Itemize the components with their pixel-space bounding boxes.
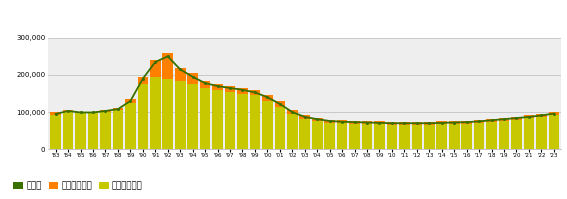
Bar <box>225 92 235 149</box>
Bar <box>412 125 422 149</box>
Bar <box>287 114 298 149</box>
Bar <box>237 94 248 149</box>
Bar <box>63 112 73 149</box>
Bar <box>187 84 198 149</box>
Bar <box>399 122 410 149</box>
Bar <box>362 124 373 149</box>
Bar <box>274 106 285 149</box>
Bar <box>536 114 547 149</box>
Bar <box>274 101 285 149</box>
Bar <box>312 121 323 149</box>
Bar <box>187 73 198 149</box>
Text: 1983年[昭和58年]〜: 1983年[昭和58年]〜 <box>397 13 471 23</box>
Bar <box>437 121 447 149</box>
Bar <box>125 99 136 149</box>
Bar <box>299 115 310 149</box>
Text: 加古川市の地価推移グラフ: 加古川市の地価推移グラフ <box>9 11 104 24</box>
Bar <box>374 121 385 149</box>
Bar <box>200 88 210 149</box>
Bar <box>511 117 522 149</box>
Bar <box>262 101 273 149</box>
Bar <box>63 110 73 149</box>
Bar <box>249 90 260 149</box>
Bar <box>113 108 123 149</box>
Bar <box>125 103 136 149</box>
Bar <box>412 122 422 149</box>
Bar <box>249 95 260 149</box>
Bar <box>474 120 484 149</box>
Bar <box>237 88 248 149</box>
Bar <box>113 110 123 149</box>
Bar <box>536 117 547 149</box>
Bar <box>437 124 447 149</box>
Text: ▼ 数値データ: ▼ 数値データ <box>473 171 510 180</box>
Bar <box>50 115 61 149</box>
Bar <box>524 115 534 149</box>
Bar <box>486 122 497 149</box>
Bar <box>150 60 160 149</box>
Bar <box>462 121 472 149</box>
Bar <box>212 84 223 149</box>
Bar <box>100 112 111 149</box>
Bar <box>349 121 360 149</box>
Bar <box>212 90 223 149</box>
Bar <box>175 67 185 149</box>
Bar <box>299 119 310 149</box>
Bar <box>262 95 273 149</box>
Bar <box>499 118 509 149</box>
Bar <box>75 113 86 149</box>
Bar <box>486 119 497 149</box>
Bar <box>424 125 434 149</box>
Bar <box>50 112 61 149</box>
Bar <box>424 122 434 149</box>
Bar <box>88 112 98 149</box>
Bar <box>100 110 111 149</box>
Bar <box>387 122 397 149</box>
Bar <box>548 115 559 149</box>
Bar <box>462 124 472 149</box>
Bar <box>449 121 459 149</box>
Bar <box>150 77 160 149</box>
Bar <box>163 79 173 149</box>
Bar <box>324 123 335 149</box>
Bar <box>511 120 522 149</box>
Bar <box>337 120 348 149</box>
Bar <box>200 81 210 149</box>
Bar <box>349 124 360 149</box>
Bar <box>75 112 86 149</box>
Legend: 総平均, 公示地価平均, 基準地価平均: 総平均, 公示地価平均, 基準地価平均 <box>10 178 146 194</box>
Bar <box>362 121 373 149</box>
Bar <box>524 118 534 149</box>
Bar <box>138 84 148 149</box>
Bar <box>499 121 509 149</box>
Bar <box>474 123 484 149</box>
Bar <box>399 125 410 149</box>
Bar <box>387 125 397 149</box>
Bar <box>138 77 148 149</box>
Bar <box>374 124 385 149</box>
Bar <box>287 110 298 149</box>
Bar <box>337 123 348 149</box>
Bar <box>449 124 459 149</box>
Bar <box>225 86 235 149</box>
Bar <box>312 118 323 149</box>
Bar <box>163 53 173 149</box>
Bar <box>324 120 335 149</box>
Bar <box>548 112 559 149</box>
Bar <box>88 113 98 149</box>
Bar <box>175 81 185 149</box>
